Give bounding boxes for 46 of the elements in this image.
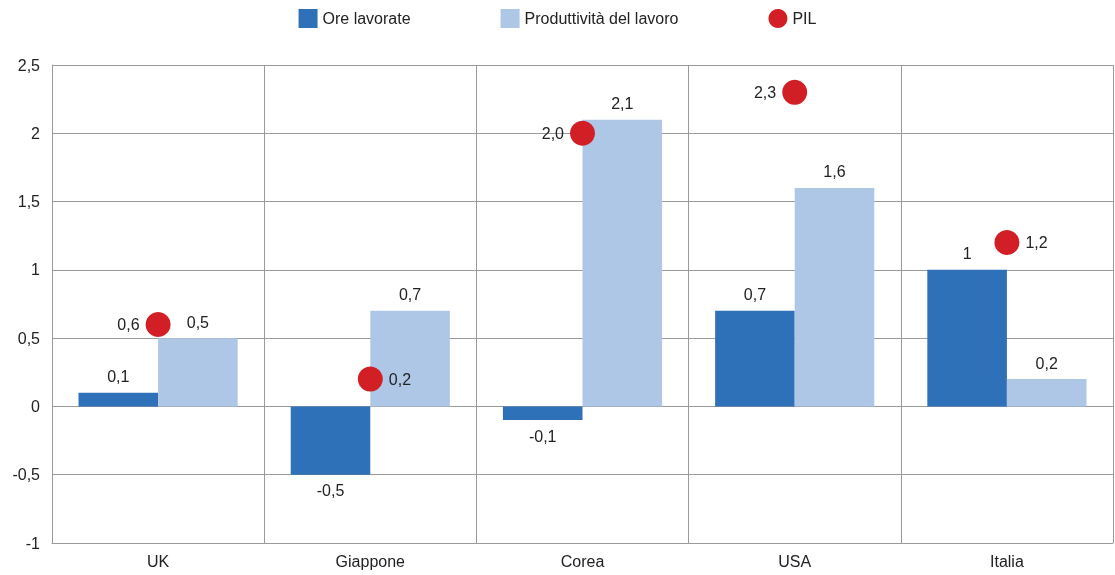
y-tick-label: 0: [31, 397, 41, 415]
bar: [582, 119, 663, 407]
legend-label: Ore lavorate: [322, 10, 411, 27]
bar: [290, 406, 371, 475]
point: [357, 366, 383, 392]
data-label: 1,2: [1025, 234, 1048, 252]
y-tick-label: -0,5: [12, 466, 41, 484]
data-label: 0,5: [186, 313, 210, 331]
x-tick-label: UK: [146, 552, 170, 570]
x-tick-label: USA: [778, 552, 812, 570]
data-label: 0,7: [398, 286, 422, 304]
point: [782, 79, 808, 105]
data-label: -0,1: [528, 427, 557, 445]
data-label: -0,5: [316, 482, 345, 500]
y-tick-label: 1: [31, 261, 41, 279]
data-label: 0,1: [107, 368, 130, 386]
data-label: 2,3: [753, 83, 777, 101]
data-label: 2,0: [541, 124, 565, 142]
y-tick-label: -1: [25, 534, 41, 552]
data-label: 0,7: [743, 286, 767, 304]
y-tick-label: 2,5: [17, 56, 41, 74]
point: [145, 311, 171, 337]
y-tick-label: 2: [31, 124, 41, 142]
x-tick-label: Corea: [560, 552, 605, 570]
bar: [927, 269, 1007, 407]
y-tick-label: 1,5: [17, 193, 41, 211]
y-tick-label: 0,5: [17, 329, 41, 347]
bar: [370, 310, 450, 407]
x-tick-label: Italia: [990, 552, 1024, 570]
data-label: 0,2: [388, 370, 412, 388]
point: [994, 230, 1020, 256]
data-label: 0,2: [1035, 354, 1058, 372]
data-label: 1,6: [823, 163, 846, 181]
bar: [794, 187, 875, 407]
bar: [715, 310, 795, 407]
data-label: 0,6: [117, 315, 140, 333]
bar: [158, 338, 238, 407]
data-label: 1: [962, 245, 972, 263]
data-label: 2,1: [611, 95, 634, 113]
legend-label: Produttività del lavoro: [524, 10, 679, 27]
bar: [78, 392, 159, 407]
point: [570, 120, 595, 146]
x-tick-label: Giappone: [335, 552, 406, 570]
bar: [502, 406, 583, 421]
legend-label: PIL: [792, 10, 817, 27]
bar: [1006, 379, 1087, 407]
